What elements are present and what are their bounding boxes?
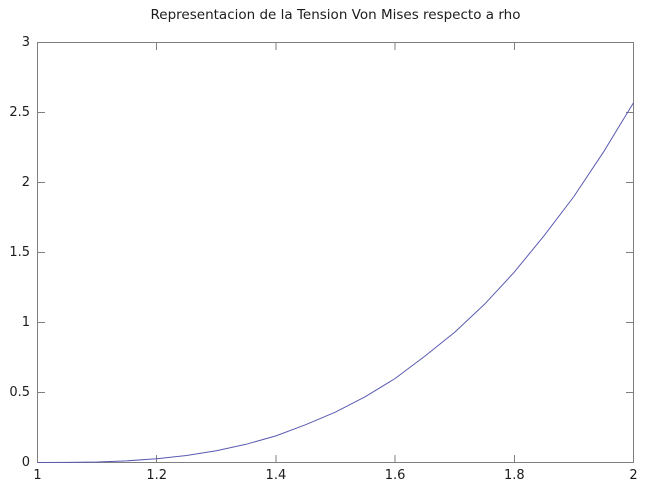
x-tick-label: 2 <box>629 468 638 483</box>
y-tick-label: 1 <box>21 314 30 330</box>
y-tick-label: 3 <box>21 34 30 50</box>
y-tick-label: 0 <box>21 454 30 470</box>
x-tick-label: 1.2 <box>146 468 168 483</box>
y-tick-label: 1.5 <box>9 244 30 260</box>
chart-title: Representacion de la Tension Von Mises r… <box>150 7 521 23</box>
x-tick-label: 1.6 <box>384 468 406 483</box>
x-tick-label: 1.8 <box>503 468 525 483</box>
y-tick-label: 2 <box>21 174 30 190</box>
y-tick-label: 0.5 <box>9 384 30 400</box>
series-line <box>37 102 634 463</box>
x-tick-label: 1.4 <box>265 468 287 483</box>
y-tick-label: 2.5 <box>9 104 30 120</box>
x-tick-label: 1 <box>33 468 42 483</box>
plot-area <box>37 42 634 463</box>
plot-frame <box>37 42 634 463</box>
